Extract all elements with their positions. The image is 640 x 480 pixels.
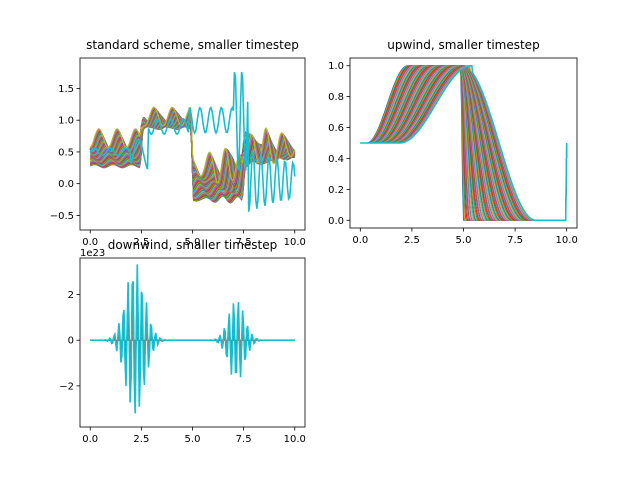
chart-title-downwind: downwind, smaller timestep bbox=[108, 238, 278, 252]
offset-label-downwind: 1e23 bbox=[80, 248, 105, 259]
x-tick-label-downwind: 2.5 bbox=[133, 434, 149, 445]
series-group-upwind bbox=[360, 64, 568, 222]
y-tick-label-standard: 0.5 bbox=[58, 147, 74, 158]
x-tick-label-upwind: 7.5 bbox=[507, 235, 523, 246]
x-tick-label-downwind: 0.0 bbox=[82, 434, 98, 445]
y-tick-label-standard: 1.5 bbox=[58, 84, 74, 95]
y-tick-label-upwind: 0.2 bbox=[328, 185, 344, 196]
series-group-standard bbox=[89, 71, 296, 212]
x-tick-label-downwind: 5.0 bbox=[185, 434, 201, 445]
x-tick-label-upwind: 2.5 bbox=[404, 235, 420, 246]
y-tick-label-upwind: 0.8 bbox=[328, 92, 344, 103]
series-line-standard bbox=[89, 71, 296, 212]
y-tick-label-downwind: −2 bbox=[59, 381, 74, 392]
y-tick-label-standard: 1.0 bbox=[58, 116, 74, 127]
y-tick-label-upwind: 0.0 bbox=[328, 216, 344, 227]
x-tick-label-downwind: 7.5 bbox=[236, 434, 252, 445]
x-tick-label-upwind: 5.0 bbox=[456, 235, 472, 246]
y-tick-label-standard: −0.5 bbox=[50, 211, 74, 222]
y-tick-label-upwind: 0.6 bbox=[328, 123, 344, 134]
x-tick-label-upwind: 0.0 bbox=[352, 235, 368, 246]
x-tick-label-standard: 0.0 bbox=[82, 237, 98, 248]
series-group-downwind bbox=[90, 264, 295, 414]
x-tick-label-standard: 10.0 bbox=[284, 237, 306, 248]
x-tick-label-standard: 7.5 bbox=[236, 237, 252, 248]
y-tick-label-upwind: 1.0 bbox=[328, 61, 344, 72]
axes-upwind: 0.0 2.5 5.0 7.5 10.0 0.0 0.2 0.4 0.6 0.8 1.0 upwind… bbox=[328, 38, 578, 246]
chart-title-standard: standard scheme, smaller timestep bbox=[86, 38, 299, 52]
axes-standard: 0.0 2.5 5.0 7.5 10.0 −0.5 0.0 0.5 1.0 1.5 standard… bbox=[50, 38, 306, 248]
x-tick-label-downwind: 10.0 bbox=[284, 434, 306, 445]
y-tick-label-standard: 0.0 bbox=[58, 179, 74, 190]
x-tick-label-standard: 5.0 bbox=[185, 237, 201, 248]
y-tick-label-downwind: 0 bbox=[68, 336, 74, 347]
series-line-upwind bbox=[360, 64, 568, 222]
series-line-downwind bbox=[90, 264, 295, 414]
y-tick-label-downwind: 2 bbox=[68, 290, 74, 301]
chart-title-upwind: upwind, smaller timestep bbox=[387, 38, 539, 52]
y-tick-label-upwind: 0.4 bbox=[328, 154, 344, 165]
x-tick-label-upwind: 10.0 bbox=[556, 235, 578, 246]
x-tick-label-standard: 2.5 bbox=[133, 237, 149, 248]
